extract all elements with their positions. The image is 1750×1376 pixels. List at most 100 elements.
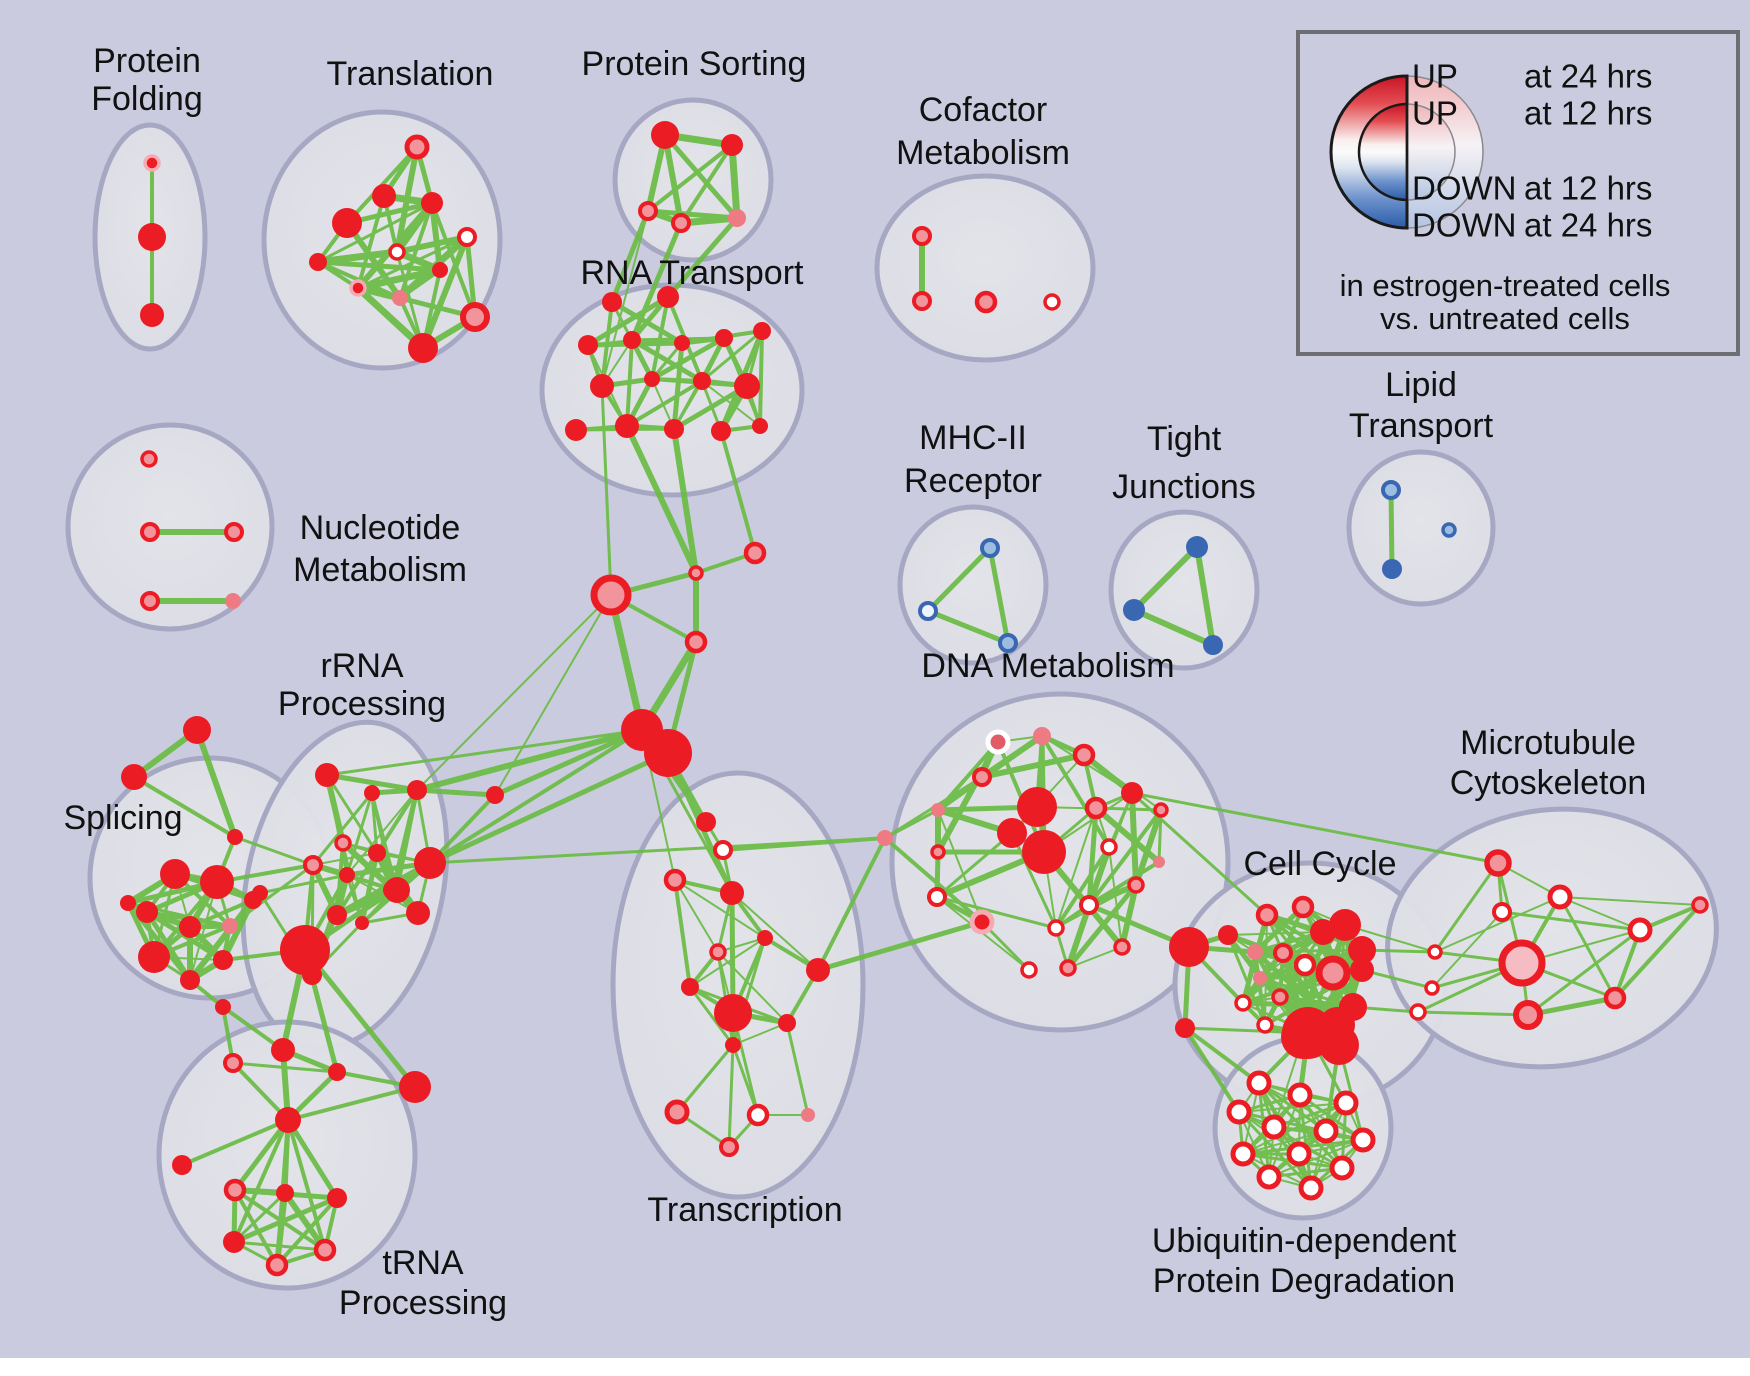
gene-node-rrna-processing[interactable]: [368, 844, 386, 862]
gene-node-dna-metabolism[interactable]: [930, 844, 946, 860]
gene-node-trna-hex[interactable]: [327, 1188, 347, 1208]
gene-node-splicing[interactable]: [138, 941, 170, 973]
gene-node-lipid-transport[interactable]: [1381, 480, 1401, 500]
gene-node-cell-cycle[interactable]: [1339, 993, 1367, 1021]
gene-node-cofactor-metabolism[interactable]: [1043, 293, 1061, 311]
gene-node-transcription[interactable]: [714, 994, 752, 1032]
gene-node-cell-cycle[interactable]: [1293, 953, 1317, 977]
gene-node-microtubule[interactable]: [1627, 917, 1653, 943]
gene-node-splicing-triangle[interactable]: [121, 764, 147, 790]
gene-node-cofactor-metabolism[interactable]: [974, 290, 998, 314]
gene-node-microtubule[interactable]: [1492, 902, 1512, 922]
gene-node-ubiquitin[interactable]: [1246, 1070, 1272, 1096]
gene-node-trna-hex[interactable]: [265, 1253, 289, 1277]
gene-node-transcription[interactable]: [664, 1099, 690, 1125]
gene-node-transcription[interactable]: [719, 1137, 739, 1157]
gene-node-dna-metabolism[interactable]: [927, 887, 947, 907]
gene-node-trna-hex[interactable]: [276, 1184, 294, 1202]
gene-node-protein-folding[interactable]: [143, 154, 161, 172]
gene-node-transcription[interactable]: [806, 958, 830, 982]
gene-node-translation[interactable]: [432, 262, 448, 278]
gene-node-rna-transport[interactable]: [615, 414, 639, 438]
gene-node-translation[interactable]: [408, 333, 438, 363]
gene-node-tight-junctions[interactable]: [1186, 536, 1208, 558]
gene-node-splicing-triangle[interactable]: [183, 716, 211, 744]
gene-node-trna-top[interactable]: [399, 1071, 431, 1103]
gene-node-splicing[interactable]: [179, 916, 201, 938]
gene-node-transcription[interactable]: [757, 930, 773, 946]
gene-node-cell-cycle[interactable]: [1348, 936, 1376, 964]
gene-node-trna-top[interactable]: [328, 1063, 346, 1081]
gene-node-translation[interactable]: [460, 302, 490, 332]
gene-node-nucleotide-metabolism[interactable]: [224, 522, 244, 542]
gene-node-dna-metabolism[interactable]: [997, 818, 1027, 848]
gene-node-rrna-processing[interactable]: [303, 855, 323, 875]
gene-node-connectors[interactable]: [590, 574, 632, 616]
gene-node-cell-cycle[interactable]: [1273, 943, 1293, 963]
gene-node-lipid-transport[interactable]: [1382, 559, 1402, 579]
gene-node-dna-metabolism[interactable]: [1017, 787, 1057, 827]
gene-node-cell-cycle[interactable]: [1271, 988, 1289, 1006]
gene-node-cell-cycle[interactable]: [1234, 994, 1252, 1012]
gene-node-translation[interactable]: [332, 208, 362, 238]
gene-node-nucleotide-metabolism[interactable]: [140, 591, 160, 611]
gene-node-translation[interactable]: [404, 134, 430, 160]
gene-node-rrna-processing[interactable]: [364, 785, 380, 801]
gene-node-protein-sorting[interactable]: [721, 134, 743, 156]
gene-node-rna-transport[interactable]: [565, 419, 587, 441]
gene-node-microtubule[interactable]: [1484, 849, 1512, 877]
gene-node-bridge-cc-micro[interactable]: [1427, 944, 1443, 960]
gene-node-lipid-transport[interactable]: [1441, 522, 1457, 538]
gene-node-rna-transport[interactable]: [734, 373, 760, 399]
gene-node-ubiquitin[interactable]: [1256, 1164, 1282, 1190]
gene-node-trna-hex[interactable]: [313, 1238, 337, 1262]
gene-node-transcription[interactable]: [720, 881, 744, 905]
gene-node-dna-metabolism[interactable]: [1072, 743, 1096, 767]
gene-node-translation[interactable]: [349, 279, 367, 297]
gene-node-dna-metabolism[interactable]: [1169, 927, 1209, 967]
gene-node-protein-sorting[interactable]: [728, 209, 746, 227]
gene-node-transcription[interactable]: [663, 868, 687, 892]
gene-node-rrna-processing[interactable]: [406, 901, 430, 925]
gene-node-rna-transport[interactable]: [578, 335, 598, 355]
gene-node-transcription[interactable]: [709, 943, 727, 961]
gene-node-cell-cycle[interactable]: [1253, 971, 1267, 985]
gene-node-rrna-processing[interactable]: [302, 965, 322, 985]
gene-node-rna-transport[interactable]: [753, 322, 771, 340]
gene-node-rna-transport[interactable]: [752, 418, 768, 434]
gene-node-cell-cycle[interactable]: [1315, 955, 1351, 991]
gene-node-translation[interactable]: [392, 290, 408, 306]
gene-node-splicing-triangle[interactable]: [227, 829, 243, 845]
gene-node-cell-cycle[interactable]: [1218, 925, 1238, 945]
gene-node-translation[interactable]: [372, 184, 396, 208]
gene-node-translation[interactable]: [421, 192, 443, 214]
gene-node-rna-transport[interactable]: [602, 292, 622, 312]
gene-node-rrna-processing[interactable]: [407, 780, 427, 800]
gene-node-dna-metabolism[interactable]: [969, 909, 995, 935]
gene-node-translation[interactable]: [457, 227, 477, 247]
gene-node-nucleotide-metabolism[interactable]: [140, 522, 160, 542]
gene-node-microtubule[interactable]: [1603, 986, 1627, 1010]
gene-node-connectors[interactable]: [644, 729, 692, 777]
gene-node-microtubule[interactable]: [1691, 896, 1709, 914]
gene-node-rrna-processing[interactable]: [414, 847, 446, 879]
gene-node-dna-metabolism[interactable]: [1153, 856, 1165, 868]
gene-node-trna-hub[interactable]: [275, 1107, 301, 1133]
gene-node-bridge-cc-micro[interactable]: [1409, 1003, 1427, 1021]
gene-node-rna-transport[interactable]: [693, 372, 711, 390]
gene-node-dna-metabolism[interactable]: [1100, 838, 1118, 856]
gene-node-ubiquitin[interactable]: [1286, 1141, 1312, 1167]
gene-node-splicing[interactable]: [120, 895, 136, 911]
gene-node-dna-metabolism[interactable]: [1153, 802, 1169, 818]
gene-node-protein-sorting[interactable]: [671, 213, 691, 233]
gene-node-connectors[interactable]: [684, 630, 708, 654]
gene-node-transcription[interactable]: [713, 840, 733, 860]
gene-node-bridge-cc-micro[interactable]: [1424, 980, 1440, 996]
gene-node-trna-hex[interactable]: [223, 1178, 247, 1202]
gene-node-trna-hex[interactable]: [223, 1231, 245, 1253]
gene-node-connectors[interactable]: [1175, 1018, 1195, 1038]
gene-node-trna-hub[interactable]: [172, 1155, 192, 1175]
gene-node-protein-folding[interactable]: [138, 223, 166, 251]
gene-node-connectors[interactable]: [688, 565, 704, 581]
gene-node-splicing[interactable]: [200, 865, 234, 899]
